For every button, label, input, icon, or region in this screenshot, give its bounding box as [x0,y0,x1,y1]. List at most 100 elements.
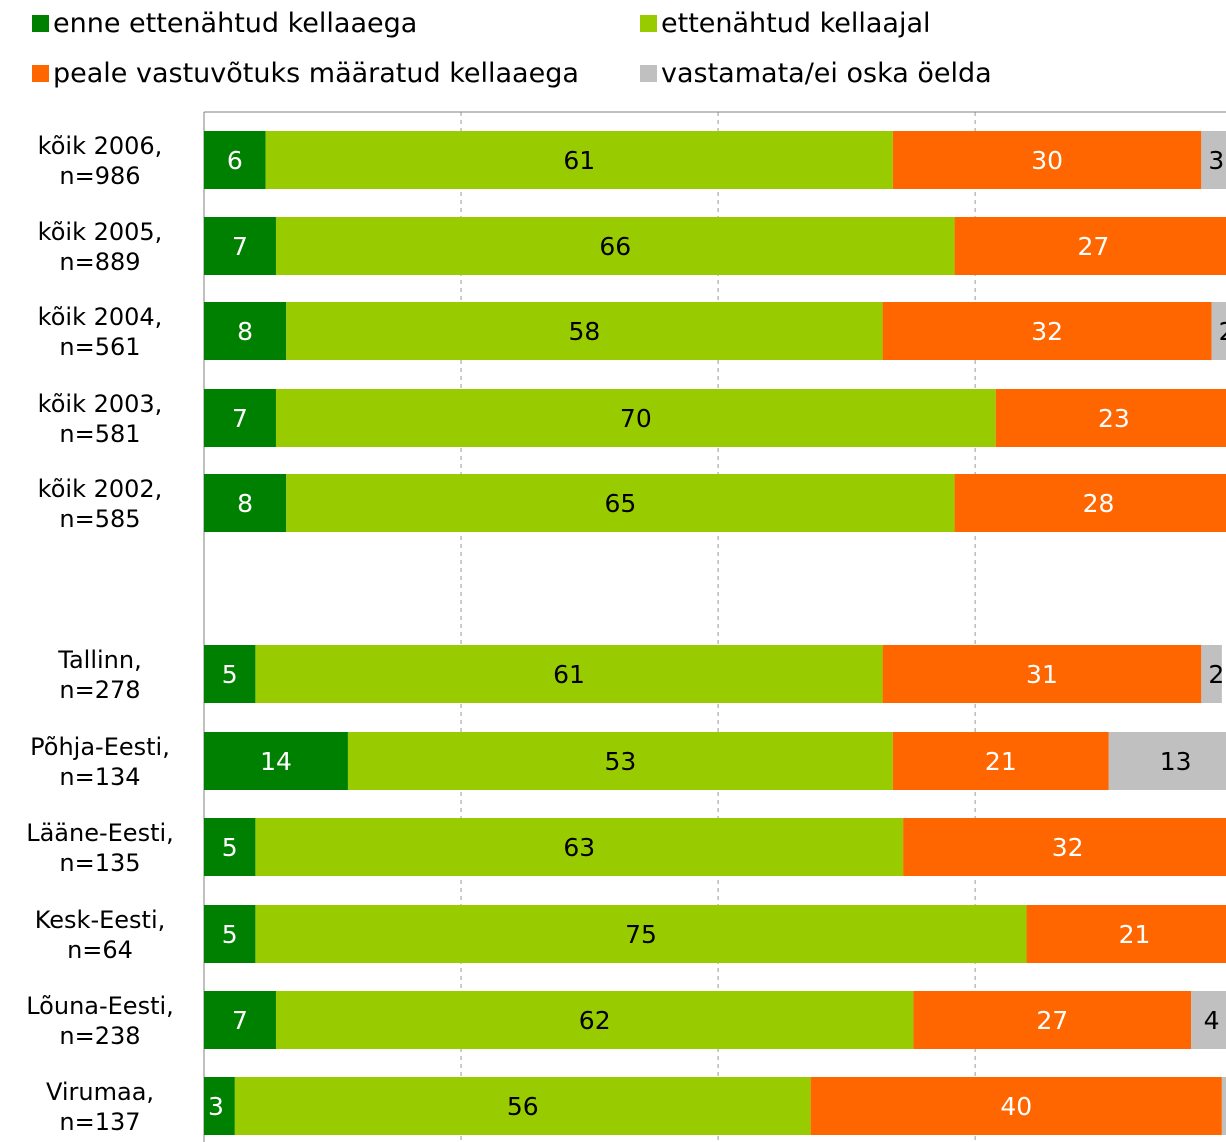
legend-swatch [32,15,49,32]
category-label-line: n=889 [59,248,140,276]
bar-segment [913,991,1192,1049]
category-label-line: Kesk-Eesti, [35,906,166,934]
legend-item-before-time: enne ettenähtud kellaaega [32,8,417,39]
data-label: 3 [1208,146,1224,175]
category-label-line: n=581 [59,420,140,448]
data-label: 2 [1208,660,1224,689]
bar-segment [234,1077,811,1135]
bar-segment [1221,1077,1226,1135]
legend-label: ettenähtud kellaajal [661,8,931,39]
category-label: kõik 2005, n=889 [38,218,163,276]
bar-segment [810,1077,1222,1135]
bar-segment [204,131,266,189]
legend-swatch [32,65,49,82]
bar-segment [1201,131,1226,189]
bar-segment [286,474,955,532]
data-label: 4 [1204,1006,1220,1035]
category-label: kõik 2004, n=561 [38,303,163,361]
bar-segment [204,645,256,703]
category-label-line: kõik 2004, [38,303,163,331]
category-label-line: Tallinn, [57,646,141,674]
bar-segment [954,217,1226,275]
data-label: 5 [222,920,238,949]
legend-item-on-time: ettenähtud kellaajal [640,8,931,39]
bar-segment [275,389,996,447]
category-label-line: n=134 [59,763,140,791]
data-label: 5 [222,833,238,862]
data-label: 23 [1098,404,1130,433]
category-label-line: Põhja-Eesti, [30,733,170,761]
data-label: 27 [1077,232,1109,261]
bar-segment [255,818,904,876]
bar-segment [1191,991,1226,1049]
legend-swatch [640,65,657,82]
bar-segment [882,645,1202,703]
bar-segment [903,818,1226,876]
data-label: 8 [237,317,253,346]
bar-segment [204,991,276,1049]
category-label: Virumaa, n=137 [46,1078,154,1136]
data-label: 61 [563,146,595,175]
bar-segment [204,217,276,275]
bar-segment [255,645,883,703]
data-label: 28 [1083,489,1115,518]
category-label-line: Virumaa, [46,1078,154,1106]
category-label-line: n=986 [59,162,140,190]
category-label-line: n=561 [59,333,140,361]
data-label: 8 [237,489,253,518]
category-label: kõik 2002, n=585 [38,475,163,533]
bar-segment [882,302,1212,360]
bar-segment [204,389,276,447]
bar-segment [347,732,893,790]
data-label: 5 [222,660,238,689]
data-label: 66 [599,232,631,261]
data-label: 32 [1052,833,1084,862]
legend-item-no-answer: vastamata/ei oska öelda [640,58,992,89]
category-label: Kesk-Eesti, n=64 [35,906,166,964]
bar-segment [204,818,256,876]
data-label: 70 [620,404,652,433]
data-label: 40 [1000,1092,1032,1121]
category-label-line: Lõuna-Eesti, [26,992,174,1020]
bar-segment [995,389,1226,447]
bar-segment [1108,732,1226,790]
category-label-line: n=585 [59,505,140,533]
legend-swatch [640,15,657,32]
category-label-line: kõik 2005, [38,218,163,246]
category-label-line: n=238 [59,1022,140,1050]
data-label: 21 [985,747,1017,776]
data-label: 13 [1160,747,1192,776]
legend-label: peale vastuvõtuks määratud kellaaega [53,58,579,89]
data-label: 3 [208,1092,224,1121]
bar-segment [892,131,1202,189]
bar-segment [204,1077,235,1135]
data-label: 32 [1031,317,1063,346]
bar-segment [954,474,1226,532]
legend-item-after-time: peale vastuvõtuks määratud kellaaega [32,58,579,89]
category-label: Lõuna-Eesti, n=238 [26,992,174,1050]
data-label: 14 [260,747,292,776]
category-label-line: kõik 2006, [38,132,163,160]
bar-segment [275,991,914,1049]
category-label: Põhja-Eesti, n=134 [30,733,170,791]
data-label: 7 [232,1006,248,1035]
bar-segment [1201,645,1222,703]
data-label: 30 [1031,146,1063,175]
bar-segment [204,732,348,790]
category-label: Lääne-Eesti, n=135 [26,819,174,877]
category-label-line: kõik 2002, [38,475,163,503]
category-label: kõik 2006, n=986 [38,132,163,190]
bar-segment [255,905,1027,963]
bar-segment [204,905,256,963]
bar-segment [286,302,883,360]
data-label: 7 [232,232,248,261]
bar-segment [204,474,287,532]
data-label: 65 [605,489,637,518]
data-label: 75 [625,920,657,949]
data-label: 62 [579,1006,611,1035]
data-label: 7 [232,404,248,433]
bar-segment [204,302,287,360]
bar-segment [1211,302,1226,360]
legend-label: vastamata/ei oska öelda [661,58,992,89]
data-label: 61 [553,660,585,689]
